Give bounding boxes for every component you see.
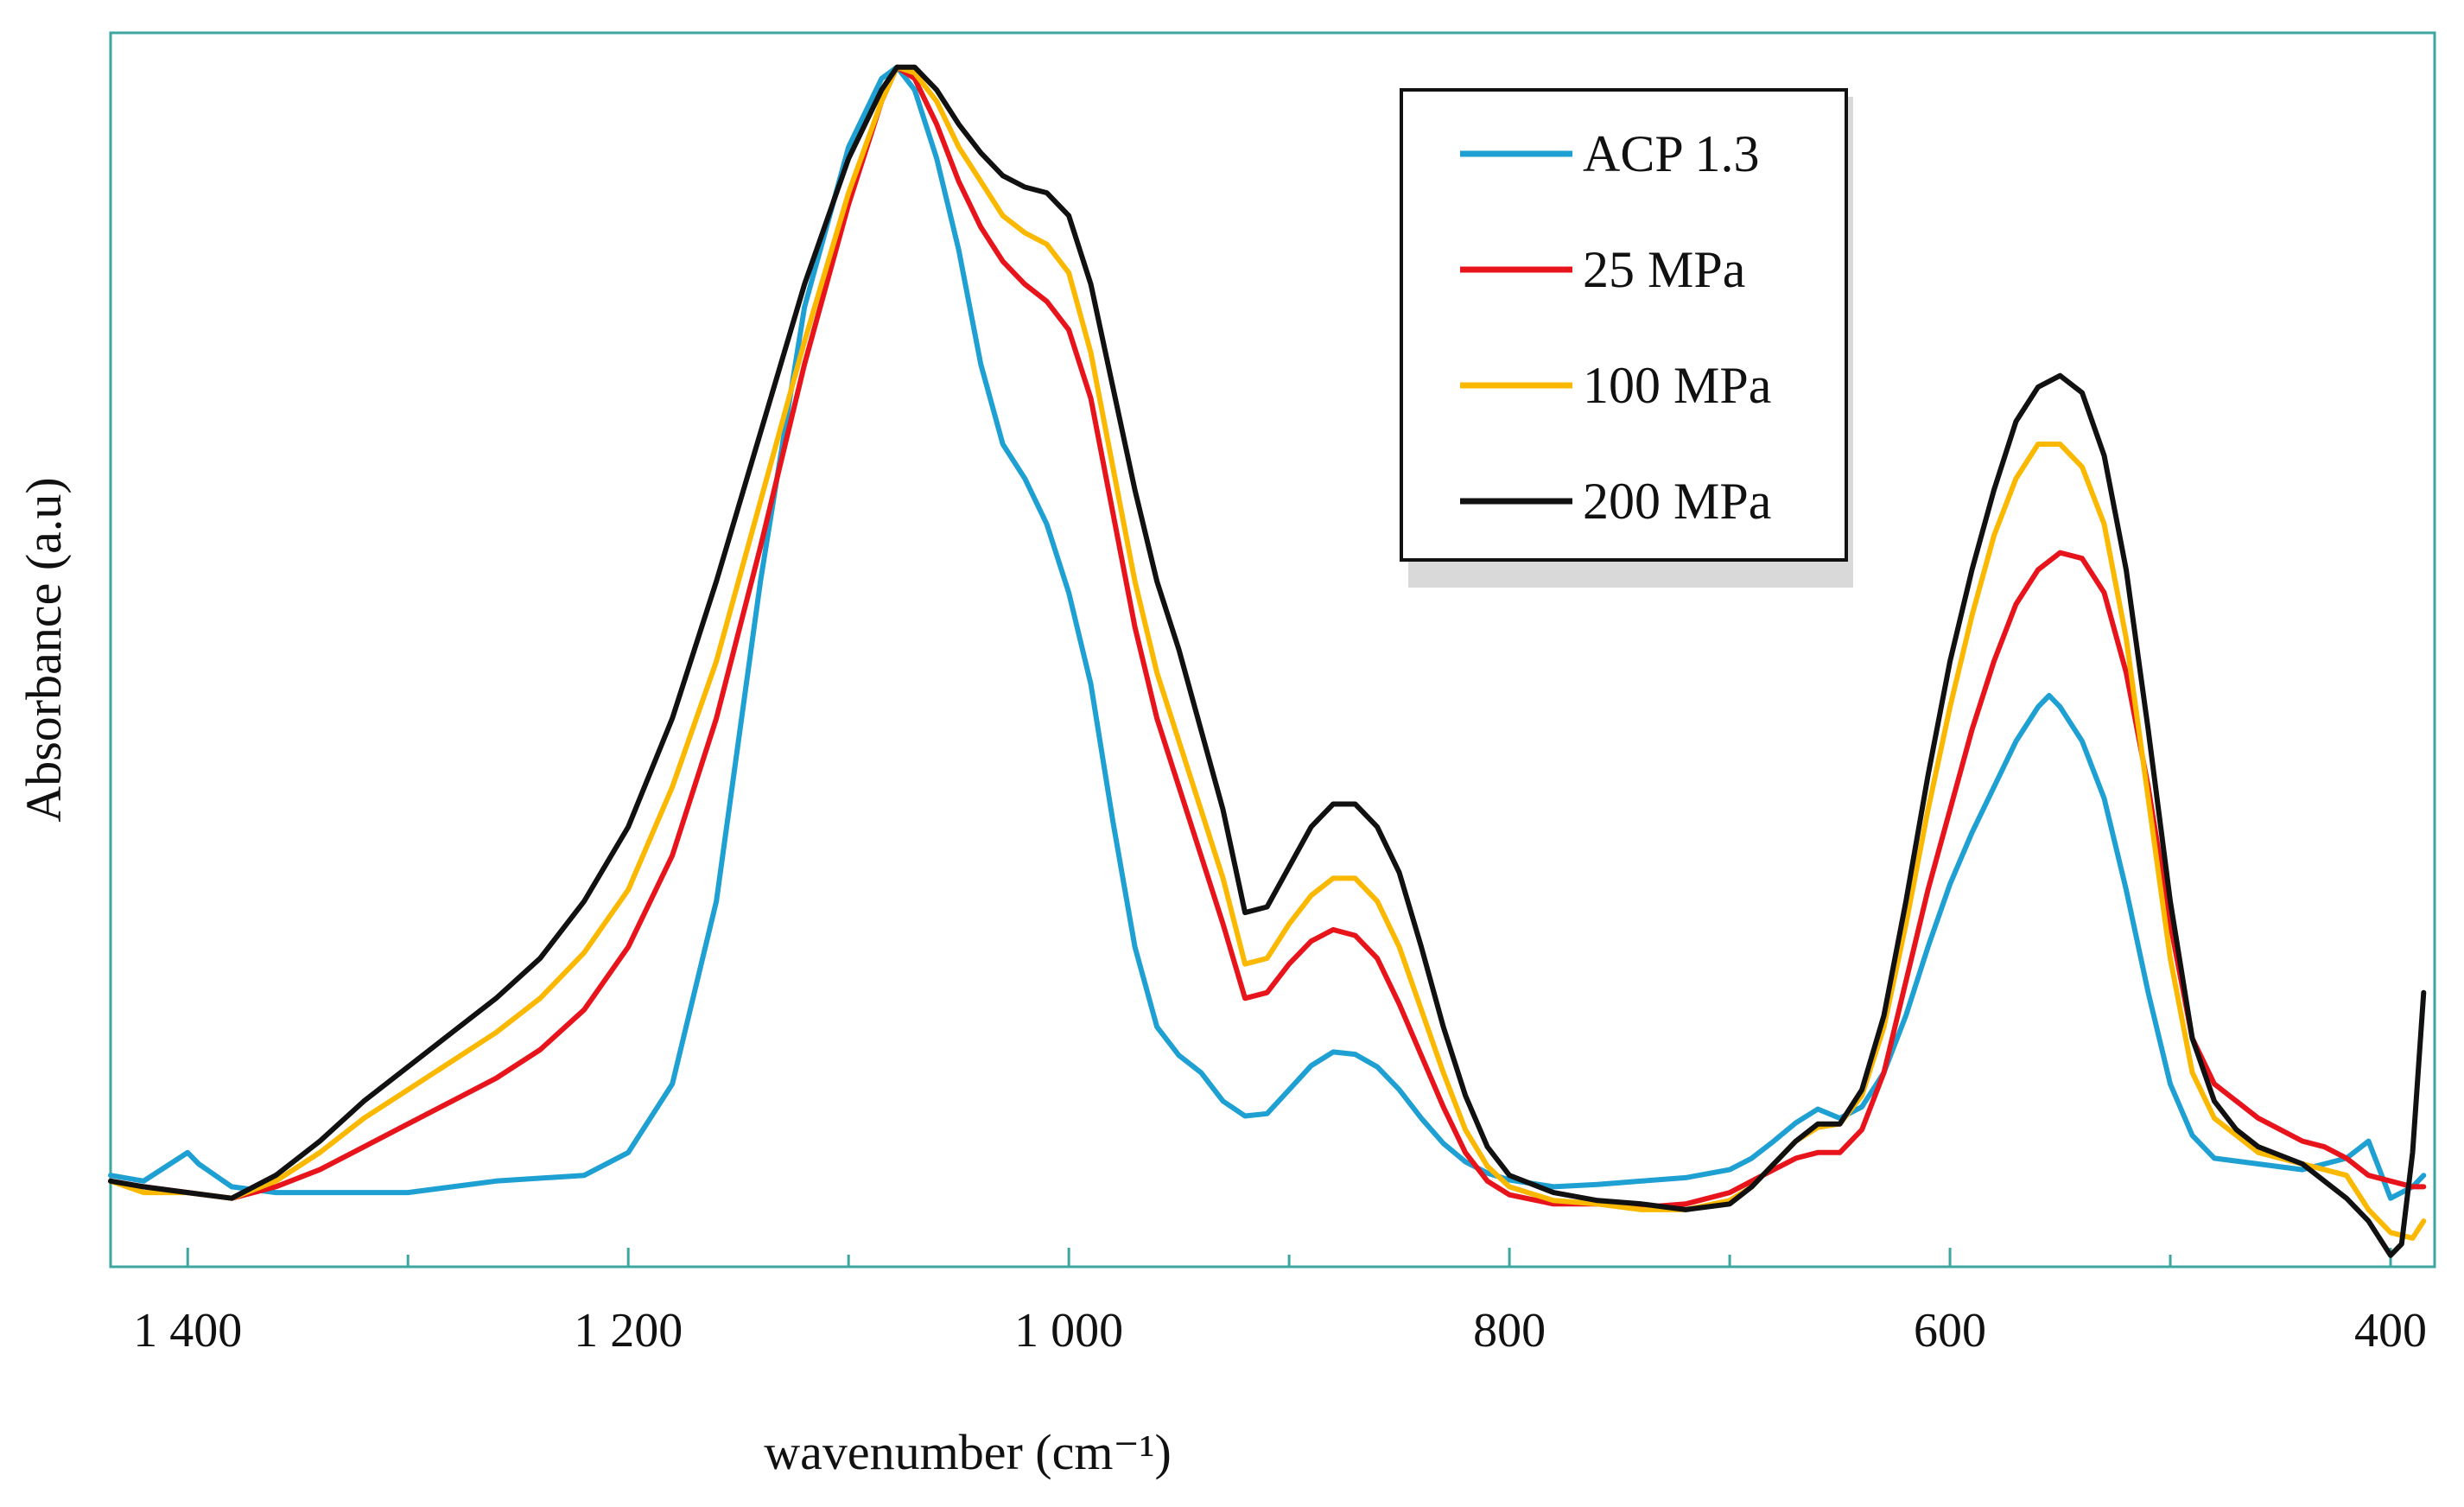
x-tick-label: 1 000 <box>1014 1304 1123 1358</box>
legend-label: 25 MPa <box>1583 241 1745 298</box>
series-layer <box>108 64 2427 1258</box>
x-tick-label: 1 200 <box>574 1304 683 1358</box>
x-axis-tick-labels: 1 400 1 200 1 000 800 600 400 <box>133 1304 2427 1358</box>
x-axis-title: wavenumber (cm⁻¹) <box>764 1424 1172 1480</box>
plot-area-frame <box>109 31 2436 1269</box>
legend-label: ACP 1.3 <box>1583 125 1760 182</box>
x-tick-label: 400 <box>2354 1304 2427 1358</box>
x-tick-label: 600 <box>1914 1304 1986 1358</box>
legend-items: ACP 1.3 25 MPa 100 MPa 200 MPa <box>1460 125 1771 530</box>
legend-box <box>1400 88 1848 562</box>
y-axis-title: Absorbance (a.u) <box>16 477 72 822</box>
series-line-acp-1-3 <box>108 64 2427 1201</box>
legend: ACP 1.3 25 MPa 100 MPa 200 MPa <box>1400 88 1853 588</box>
series-line-200-mpa <box>108 64 2427 1258</box>
series-line-25-mpa <box>108 64 2427 1211</box>
legend-label: 200 MPa <box>1583 473 1771 530</box>
x-tick-label: 1 400 <box>133 1304 242 1358</box>
series-line-100-mpa <box>108 64 2427 1241</box>
x-tick-label: 800 <box>1473 1304 1546 1358</box>
legend-label: 100 MPa <box>1583 357 1771 414</box>
